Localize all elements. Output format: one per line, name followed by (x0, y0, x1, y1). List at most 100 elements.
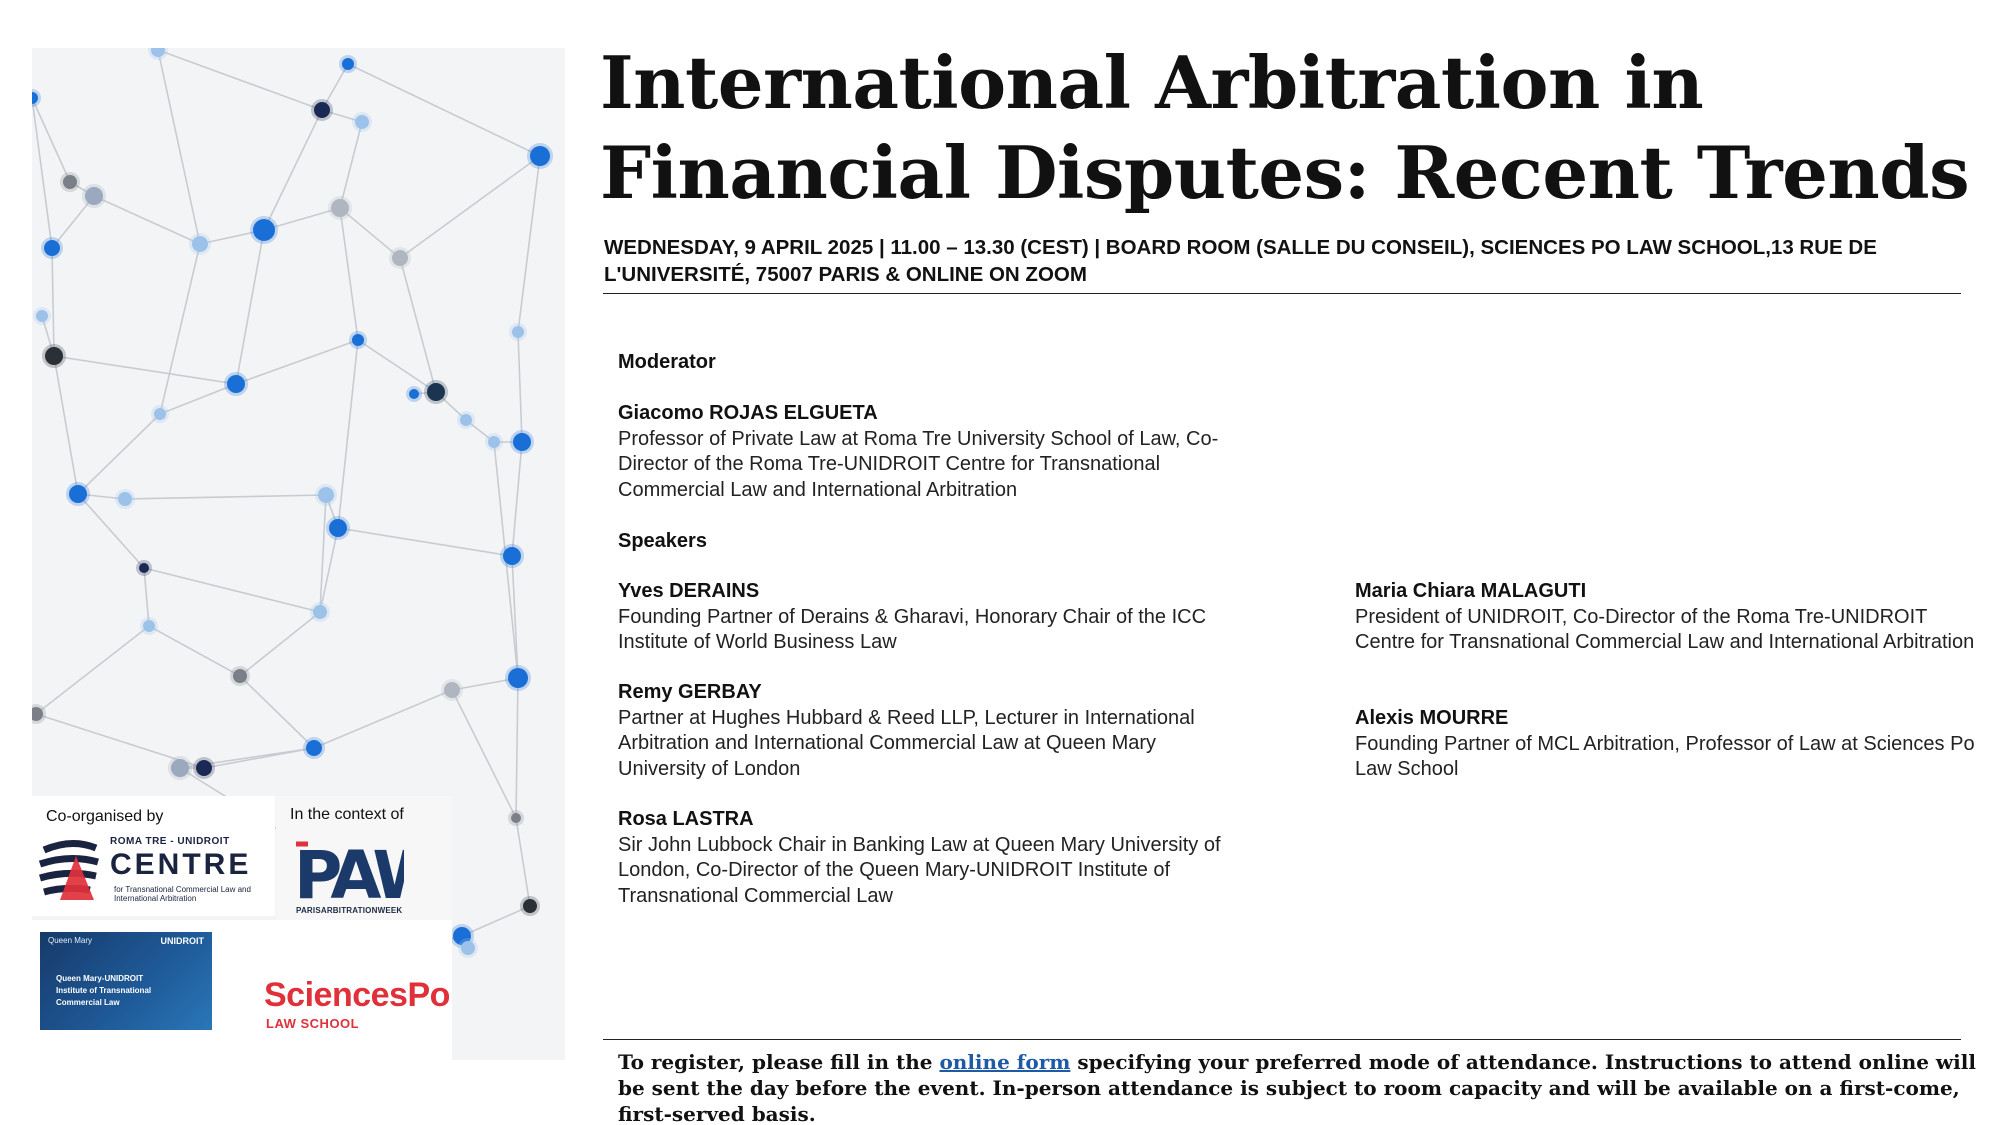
unidroit-brand: UNIDROIT (160, 936, 205, 946)
speaker-name: Maria Chiara MALAGUTI (1355, 580, 1587, 602)
network-link (339, 207, 401, 259)
network-node (530, 146, 550, 166)
paw-mark: PAW (294, 837, 404, 906)
network-link (157, 49, 201, 245)
queen-mary-brand: Queen Mary (48, 936, 93, 945)
network-link (239, 675, 315, 749)
network-node (85, 187, 103, 205)
network-link (32, 97, 53, 249)
network-link (313, 689, 453, 749)
network-node (503, 547, 521, 565)
registration-text-start: To register, please fill in the (618, 1050, 940, 1074)
network-link (339, 121, 363, 209)
network-node (355, 115, 369, 129)
network-node (154, 408, 166, 420)
network-link (35, 713, 205, 769)
context-logo-box: In the context of PAW PARISARBITRATIONWE… (276, 796, 452, 934)
speaker-name: Remy GERBAY (618, 681, 762, 703)
network-link (32, 97, 71, 183)
context-caption: In the context of (290, 806, 404, 823)
network-node (44, 240, 60, 256)
network-link (93, 195, 201, 245)
network-node (253, 219, 275, 241)
speaker-entry: Maria Chiara MALAGUTI President of UNIDR… (1355, 579, 1980, 656)
network-link (515, 817, 531, 907)
network-node (233, 669, 247, 683)
moderator-heading: Moderator (618, 351, 716, 373)
network-node (523, 899, 537, 913)
network-link (235, 229, 265, 385)
network-link (143, 567, 321, 613)
registration-text-end: specifying your preferred mode of attend… (618, 1050, 1976, 1125)
institute-logos-box: Queen Mary UNIDROIT Queen Mary-UNIDROIT … (32, 920, 452, 1060)
network-link (77, 493, 145, 569)
network-link (347, 63, 541, 157)
qm-logo-line-2: Institute of Transnational (56, 986, 152, 995)
network-link (517, 331, 523, 443)
network-link (159, 243, 201, 415)
network-node (69, 485, 87, 503)
network-node (45, 347, 63, 365)
moderator-description: Professor of Private Law at Roma Tre Uni… (618, 427, 1219, 501)
speaker-entry: Rosa LASTRA Sir John Lubbock Chair in Ba… (618, 807, 1248, 909)
paw-logo-text: PARISARBITRATIONWEEK (296, 906, 403, 915)
moderator-name: Giacomo ROJAS ELGUETA (618, 402, 878, 424)
network-link (321, 63, 349, 111)
network-node (444, 682, 460, 698)
speaker-name: Rosa LASTRA (618, 808, 754, 830)
qm-logo-line-3: Commercial Law (56, 998, 120, 1007)
network-link (159, 383, 237, 415)
paw-logo-icon: PAW (294, 837, 449, 914)
network-link (51, 195, 95, 249)
network-node (318, 487, 334, 503)
co-organiser-logo-box: Co-organised by ROMA TRE - UNIDROIT CENT… (32, 796, 275, 916)
network-link (53, 355, 237, 385)
network-node (118, 492, 132, 506)
registration-note: To register, please fill in the online f… (618, 1049, 1988, 1125)
speaker-name: Yves DERAINS (618, 580, 760, 602)
network-link (53, 355, 79, 495)
network-link (35, 625, 150, 715)
network-node (171, 759, 189, 777)
network-node (32, 92, 38, 104)
event-title: International Arbitration in Financial D… (600, 40, 1970, 215)
network-node (196, 760, 212, 776)
network-node (151, 48, 165, 57)
network-node (392, 250, 408, 266)
network-link (239, 611, 321, 677)
network-link (157, 49, 323, 111)
network-link (399, 257, 437, 393)
network-node (63, 175, 77, 189)
network-node (427, 383, 445, 401)
centre-globe-icon (38, 840, 99, 900)
speaker-description: President of UNIDROIT, Co-Director of th… (1355, 605, 1975, 654)
sciencespo-law-school-text: LAW SCHOOL (266, 1016, 360, 1031)
network-link (124, 494, 327, 500)
network-link (511, 555, 519, 679)
network-link (203, 747, 315, 769)
network-node (329, 519, 347, 537)
online-form-link[interactable]: online form (939, 1050, 1071, 1074)
network-node (460, 414, 472, 426)
network-node (513, 433, 531, 451)
network-node (32, 707, 43, 721)
network-graphic (32, 48, 553, 958)
centre-logo-subtext: for Transnational Commercial Law and Int… (114, 885, 251, 903)
network-link (461, 905, 531, 937)
centre-logo-small-text: ROMA TRE - UNIDROIT (110, 836, 230, 847)
network-link (337, 339, 359, 529)
roma-tre-unidroit-centre-logo: ROMA TRE - UNIDROIT CENTRE for Transnati… (36, 836, 272, 908)
network-node (342, 58, 354, 70)
speaker-entry: Remy GERBAY Partner at Hughes Hubbard & … (618, 680, 1248, 782)
bottom-divider (603, 1039, 1961, 1040)
paris-arbitration-week-logo: PAW (294, 836, 449, 914)
network-link (337, 527, 513, 557)
network-link (51, 247, 55, 357)
event-details: WEDNESDAY, 9 APRIL 2025 | 11.00 – 13.30 … (604, 236, 1877, 286)
network-link (399, 155, 541, 259)
network-link (319, 494, 327, 613)
speaker-description: Partner at Hughes Hubbard & Reed LLP, Le… (618, 706, 1195, 780)
speaker-description: Sir John Lubbock Chair in Banking Law at… (618, 833, 1221, 907)
top-divider (603, 293, 1961, 294)
network-node (313, 605, 327, 619)
